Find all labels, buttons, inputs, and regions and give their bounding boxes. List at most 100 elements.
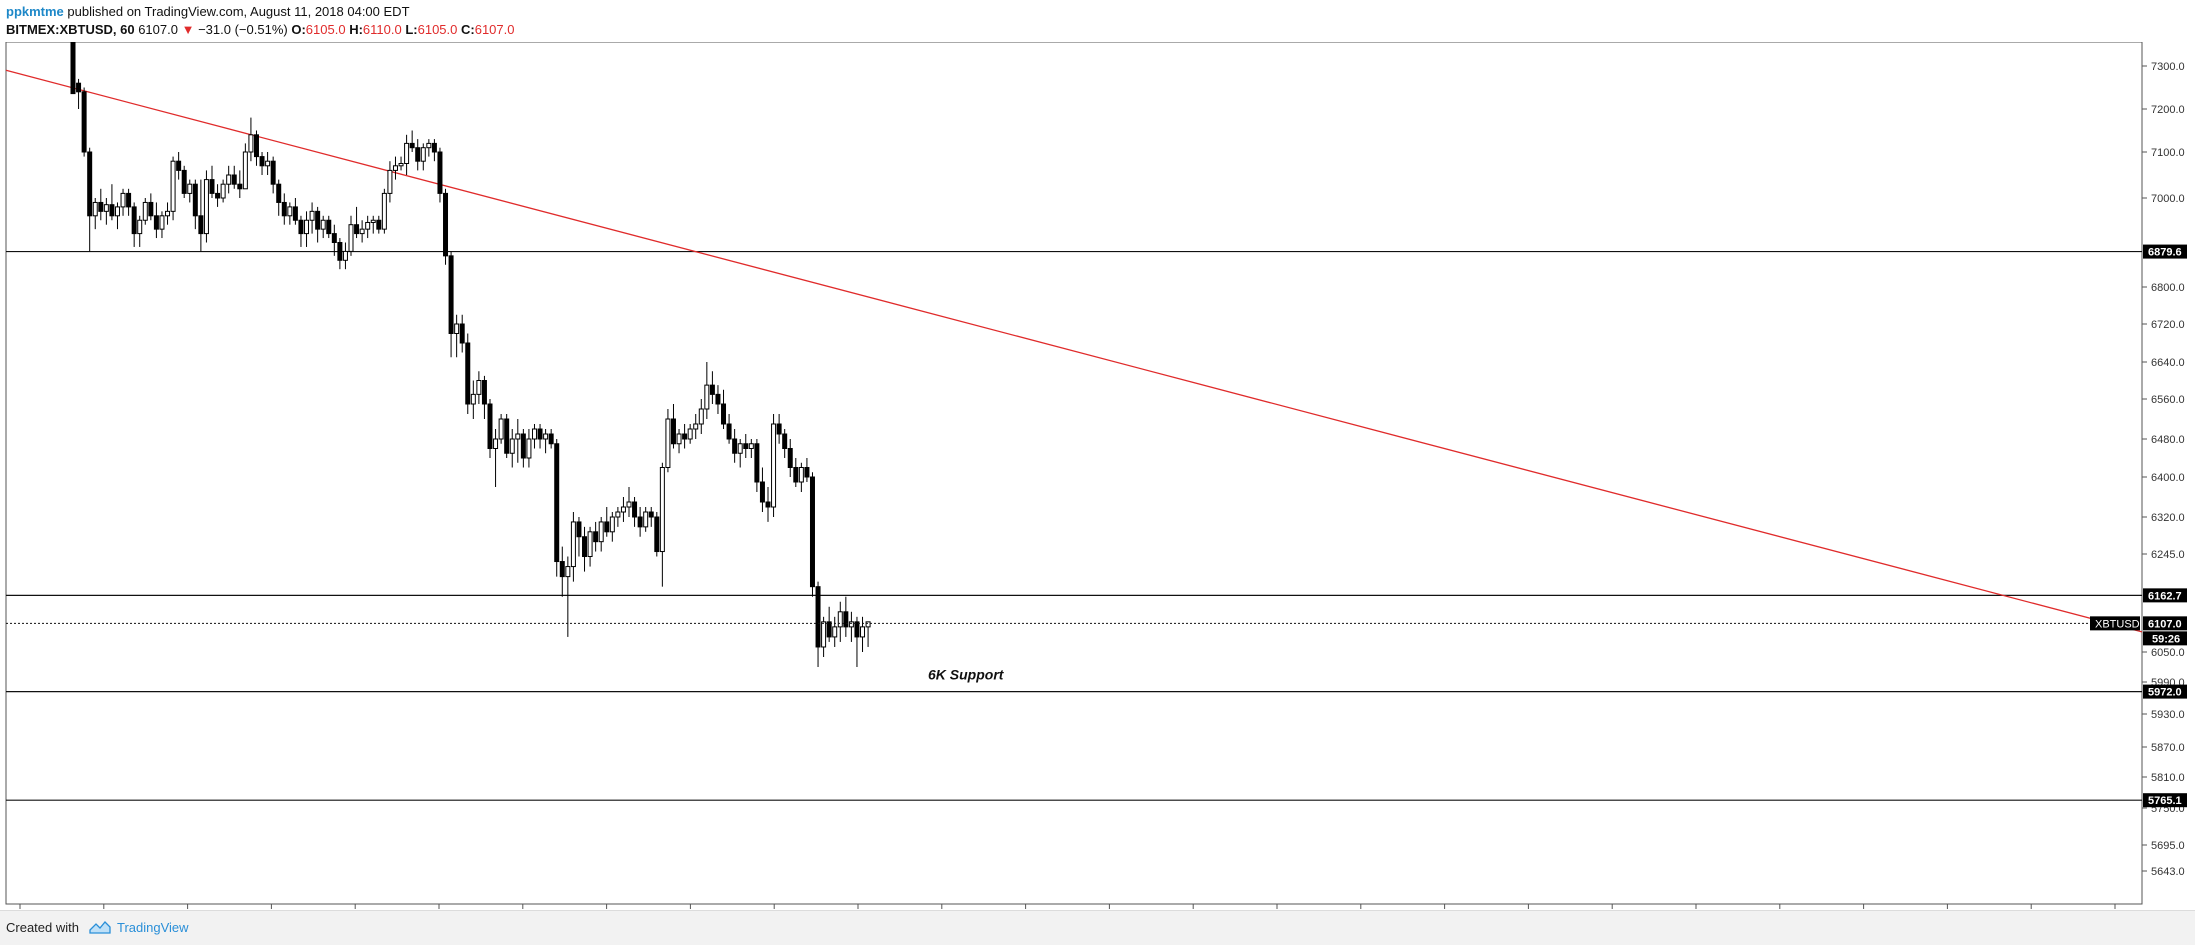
candle-body[interactable]	[415, 147, 421, 162]
candle-body[interactable]	[687, 428, 693, 440]
candle-body[interactable]	[493, 438, 499, 449]
candle-body[interactable]	[98, 201, 104, 212]
candle-body[interactable]	[815, 586, 821, 648]
candle-body[interactable]	[409, 142, 415, 149]
candle-body[interactable]	[148, 201, 154, 217]
candle-body[interactable]	[776, 423, 782, 435]
candle-body[interactable]	[431, 142, 437, 153]
candle-body[interactable]	[709, 384, 715, 395]
candle-body[interactable]	[231, 174, 237, 185]
candle-body[interactable]	[593, 531, 599, 543]
candle-body[interactable]	[281, 201, 287, 217]
candle-body[interactable]	[331, 233, 337, 244]
candle-body[interactable]	[615, 511, 621, 518]
candle-body[interactable]	[609, 516, 615, 533]
candle-body[interactable]	[359, 228, 365, 235]
candle-body[interactable]	[565, 566, 571, 578]
candle-body[interactable]	[860, 626, 866, 638]
candle-body[interactable]	[670, 418, 676, 445]
candle-body[interactable]	[120, 192, 126, 208]
candle-body[interactable]	[109, 204, 115, 217]
candle-body[interactable]	[515, 433, 521, 440]
candle-body[interactable]	[404, 142, 410, 165]
candle-body[interactable]	[226, 174, 232, 185]
candle-body[interactable]	[654, 516, 660, 553]
candle-body[interactable]	[582, 536, 588, 558]
candle-body[interactable]	[87, 151, 93, 217]
candle-body[interactable]	[848, 621, 854, 628]
candle-body[interactable]	[693, 423, 699, 430]
candle-body[interactable]	[131, 206, 137, 235]
candle-body[interactable]	[659, 467, 665, 553]
candle-body[interactable]	[787, 448, 793, 468]
candle-body[interactable]	[387, 169, 393, 194]
candle-body[interactable]	[326, 219, 332, 235]
candle-body[interactable]	[381, 192, 387, 230]
candle-body[interactable]	[732, 438, 738, 454]
candle-body[interactable]	[743, 443, 749, 449]
candle-body[interactable]	[237, 183, 243, 190]
candle-body[interactable]	[376, 219, 382, 230]
candle-body[interactable]	[298, 219, 304, 235]
candle-body[interactable]	[543, 433, 549, 440]
candle-body[interactable]	[209, 179, 215, 194]
candle-body[interactable]	[798, 467, 804, 483]
candle-body[interactable]	[142, 201, 148, 221]
candle-body[interactable]	[665, 418, 671, 468]
plot-area[interactable]	[5, 42, 2143, 905]
tradingview-logo-icon[interactable]	[89, 919, 111, 935]
candle-body[interactable]	[865, 621, 871, 628]
candle-body[interactable]	[771, 423, 777, 508]
candle-body[interactable]	[637, 516, 643, 528]
price-chart[interactable]: 7300.0 7200.0 7100.0 7000.0 6800.0 6720.0 6640…	[0, 42, 2195, 910]
candle-body[interactable]	[554, 443, 560, 563]
candle-body[interactable]	[737, 443, 743, 454]
candle-body[interactable]	[782, 433, 788, 449]
candle-body[interactable]	[198, 215, 204, 235]
candle-body[interactable]	[215, 192, 221, 199]
candle-body[interactable]	[315, 210, 321, 230]
candle-body[interactable]	[270, 160, 276, 185]
candle-body[interactable]	[276, 183, 282, 203]
candle-body[interactable]	[576, 521, 582, 538]
candle-body[interactable]	[309, 210, 315, 221]
candle-body[interactable]	[342, 250, 348, 261]
candle-body[interactable]	[698, 408, 704, 425]
candle-body[interactable]	[648, 511, 654, 518]
candle-body[interactable]	[426, 142, 432, 149]
candle-body[interactable]	[287, 206, 293, 217]
red-trendline[interactable]	[5, 69, 2143, 633]
candle-body[interactable]	[398, 163, 404, 167]
candle-body[interactable]	[437, 151, 443, 194]
candle-body[interactable]	[598, 521, 604, 543]
candle-body[interactable]	[704, 384, 710, 410]
candle-body[interactable]	[632, 501, 638, 518]
candle-body[interactable]	[320, 219, 326, 230]
candle-body[interactable]	[620, 506, 626, 513]
candle-body[interactable]	[242, 151, 248, 190]
candle-body[interactable]	[748, 443, 754, 449]
candle-body[interactable]	[793, 467, 799, 483]
candle-body[interactable]	[81, 91, 87, 153]
candle-body[interactable]	[454, 323, 460, 334]
candle-body[interactable]	[559, 561, 565, 578]
candle-body[interactable]	[348, 224, 354, 252]
candle-body[interactable]	[476, 380, 482, 395]
candle-body[interactable]	[192, 183, 198, 217]
candle-body[interactable]	[626, 501, 632, 508]
candle-body[interactable]	[548, 433, 554, 445]
candle-body[interactable]	[176, 160, 182, 171]
candle-body[interactable]	[809, 476, 815, 588]
candle-body[interactable]	[76, 82, 82, 93]
candle-body[interactable]	[531, 428, 537, 440]
candle-body[interactable]	[604, 521, 610, 533]
candle-body[interactable]	[443, 192, 449, 257]
candle-body[interactable]	[103, 204, 109, 212]
candle-body[interactable]	[843, 611, 849, 628]
candle-body[interactable]	[643, 511, 649, 528]
candle-body[interactable]	[721, 403, 727, 425]
candle-body[interactable]	[487, 403, 493, 449]
candle-body[interactable]	[203, 179, 209, 235]
candle-body[interactable]	[392, 165, 398, 171]
candle-body[interactable]	[854, 621, 860, 638]
